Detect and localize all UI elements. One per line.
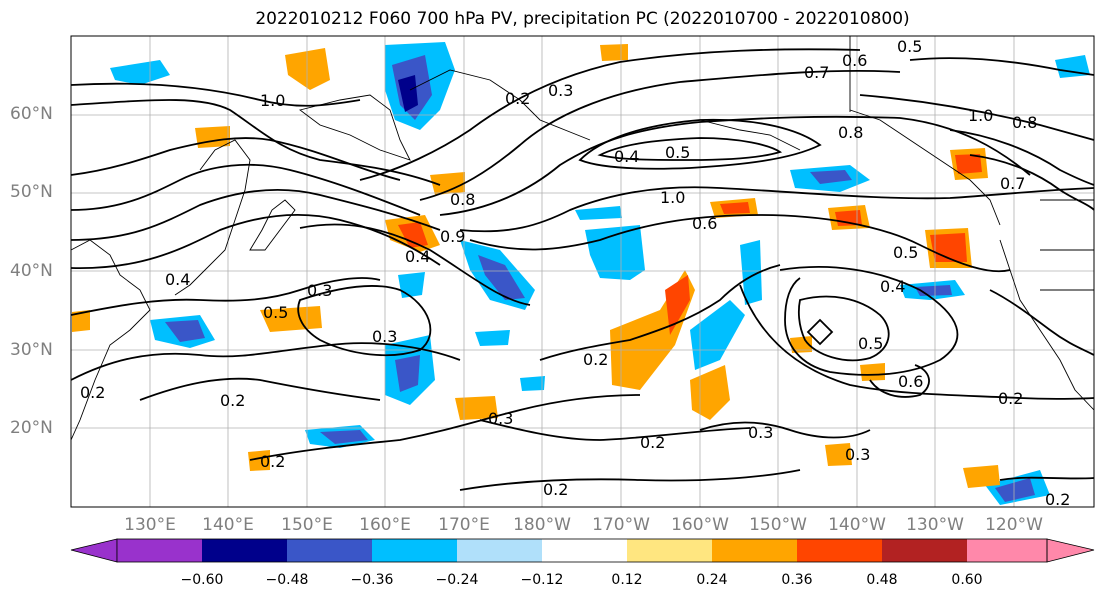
lon-label: 150°E (281, 515, 333, 535)
lon-label: 160°W (671, 515, 729, 535)
colorbar-tick-label: 0.24 (696, 572, 728, 588)
colorbar-segment (202, 539, 287, 562)
map-title: 2022010212 F060 700 hPa PV, precipitatio… (255, 9, 910, 29)
lat-label-30n: 30°N (10, 340, 53, 360)
contour-label: 0.3 (372, 327, 397, 346)
lon-label: 120°W (985, 515, 1043, 535)
contour-label: 0.8 (838, 123, 863, 142)
contour-label: 0.3 (548, 81, 573, 100)
lat-label-20n: 20°N (10, 418, 53, 438)
contour-label: 0.4 (405, 247, 430, 266)
lon-label: 130°E (124, 515, 176, 535)
contour-label: 0.7 (1000, 174, 1025, 193)
lat-label-40n: 40°N (10, 261, 53, 281)
contour-label: 0.4 (614, 147, 639, 166)
contour-label: 0.5 (858, 334, 883, 353)
contour-label: 0.4 (880, 277, 905, 296)
contour-label: 0.2 (260, 452, 285, 471)
contour-label: 0.3 (845, 445, 870, 464)
contour-label: 0.5 (897, 37, 922, 56)
colorbar-segment (372, 539, 457, 562)
contour-label: 0.2 (80, 383, 105, 402)
contour-label: 0.2 (543, 480, 568, 499)
colorbar (70, 538, 1095, 563)
pv-contours (70, 48, 1095, 491)
colorbar-tick-label: 0.36 (781, 572, 813, 588)
colorbar-tick-label: −0.24 (435, 572, 479, 588)
contour-label: 0.2 (505, 89, 530, 108)
colorbar-segment (287, 539, 372, 562)
contour-label: 0.6 (842, 51, 867, 70)
lon-label: 150°W (749, 515, 807, 535)
colorbar-segment (457, 539, 542, 562)
map-frame (70, 35, 1095, 508)
lat-label-60n: 60°N (10, 104, 53, 124)
contour-label: 0.8 (1012, 113, 1037, 132)
contour-label-layer: 1.0 0.7 0.6 0.5 0.2 0.3 0.4 0.5 1.0 0.6 … (80, 37, 1070, 509)
contour-label: 0.9 (440, 227, 465, 246)
colorbar-tick-label: 0.12 (611, 572, 643, 588)
contour-label: 0.4 (165, 270, 190, 289)
contour-label: 0.8 (450, 190, 475, 209)
lon-label: 170°E (438, 515, 490, 535)
colorbar-tick-label: 0.48 (866, 572, 898, 588)
colorbar-segment (882, 539, 967, 562)
contour-label: 0.2 (640, 433, 665, 452)
contour-label: 1.0 (260, 91, 285, 110)
lon-label: 180°W (513, 515, 571, 535)
colorbar-segment (797, 539, 882, 562)
lon-label: 170°W (592, 515, 650, 535)
contour-label: 1.0 (660, 188, 685, 207)
colorbar-segment (627, 539, 712, 562)
colorbar-tick-label: −0.12 (520, 572, 564, 588)
precipitation-shading (72, 42, 1090, 505)
contour-label: 0.5 (263, 303, 288, 322)
lon-label: 130°W (906, 515, 964, 535)
colorbar-tick-label: −0.48 (265, 572, 309, 588)
contour-label: 0.6 (898, 372, 923, 391)
colorbar-high-extension (1046, 538, 1095, 563)
colorbar-segment (117, 539, 202, 562)
colorbar-segment (967, 539, 1047, 562)
map-area (71, 36, 1094, 507)
contour-label: 0.2 (220, 391, 245, 410)
contour-label: 0.2 (583, 350, 608, 369)
lon-label: 140°W (828, 515, 886, 535)
colorbar-tick-label: 0.60 (951, 572, 983, 588)
colorbar-segment (712, 539, 797, 562)
lon-label: 140°E (202, 515, 254, 535)
lat-label-50n: 50°N (10, 182, 53, 202)
contour-label: 0.3 (307, 281, 332, 300)
colorbar-tick-label: −0.60 (180, 572, 224, 588)
lon-label: 160°E (359, 515, 411, 535)
contour-label: 0.5 (665, 143, 690, 162)
colorbar-low-extension (70, 538, 118, 563)
contour-label: 0.3 (488, 409, 513, 428)
contour-label: 0.7 (804, 63, 829, 82)
contour-label: 0.2 (1045, 490, 1070, 509)
contour-label: 0.5 (893, 243, 918, 262)
contour-label: 0.6 (692, 214, 717, 233)
contour-label: 1.0 (968, 106, 993, 125)
contour-label: 0.3 (748, 423, 773, 442)
colorbar-segment (542, 539, 627, 562)
colorbar-tick-label: −0.36 (350, 572, 394, 588)
contour-label: 0.2 (998, 389, 1023, 408)
